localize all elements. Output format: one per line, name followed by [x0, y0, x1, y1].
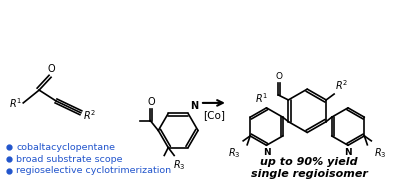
- Text: [Co]: [Co]: [203, 110, 225, 120]
- Text: $R^2$: $R^2$: [335, 78, 348, 92]
- Text: single regioisomer: single regioisomer: [251, 169, 368, 179]
- Text: $R_3$: $R_3$: [374, 146, 387, 160]
- Text: $R^1$: $R^1$: [9, 96, 22, 110]
- Text: up to 90% yield: up to 90% yield: [260, 157, 358, 167]
- Text: $R_3$: $R_3$: [173, 158, 186, 172]
- Text: O: O: [148, 97, 155, 107]
- Text: N: N: [190, 102, 198, 112]
- Text: cobaltacyclopentane: cobaltacyclopentane: [16, 143, 115, 152]
- Text: O: O: [276, 72, 283, 81]
- Text: N: N: [263, 148, 270, 157]
- Text: O: O: [47, 64, 55, 74]
- Text: broad substrate scope: broad substrate scope: [16, 155, 123, 164]
- Text: regioselective cyclotrimerization: regioselective cyclotrimerization: [16, 166, 172, 175]
- Text: N: N: [344, 148, 352, 157]
- Text: $R_3$: $R_3$: [228, 146, 240, 160]
- Text: $R^2$: $R^2$: [83, 108, 96, 122]
- Text: $R^1$: $R^1$: [255, 91, 268, 105]
